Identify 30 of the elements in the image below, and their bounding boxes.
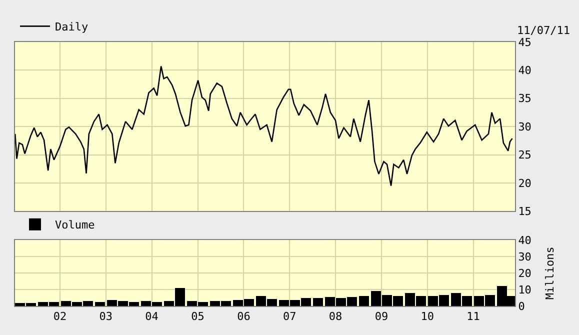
y-tick-label: 10 xyxy=(518,283,532,296)
x-tick-label: 03 xyxy=(99,310,113,324)
y-tick-label: 30 xyxy=(518,120,532,134)
x-tick-label: 02 xyxy=(53,310,67,324)
y-tick-label: 0 xyxy=(518,300,525,313)
y-tick-label: 20 xyxy=(518,266,532,280)
y-tick-label: 35 xyxy=(518,92,532,106)
bar xyxy=(313,298,323,306)
x-tick-label: 05 xyxy=(191,310,204,324)
x-tick-label: 06 xyxy=(237,310,250,324)
bar xyxy=(95,302,105,306)
y-tick-label: 30 xyxy=(518,250,532,264)
y-tick-label: 20 xyxy=(518,176,532,190)
y-tick-label: 25 xyxy=(518,148,532,162)
legend-label: Daily xyxy=(55,20,88,34)
x-tick-label: 09 xyxy=(374,310,388,324)
y-axis-title: Millions xyxy=(544,246,557,300)
x-tick-label: 07 xyxy=(282,310,296,324)
y-tick-label: 15 xyxy=(518,205,532,218)
x-tick-label: 08 xyxy=(328,310,342,324)
y-tick-label: 45 xyxy=(518,36,532,49)
bar xyxy=(359,296,369,306)
x-tick-label: 10 xyxy=(420,310,434,324)
legend-label: Volume xyxy=(55,218,95,232)
y-tick-label: 40 xyxy=(518,64,532,78)
line-series xyxy=(15,66,513,186)
x-tick-label: 11 xyxy=(466,310,480,324)
text: 11/07/11 xyxy=(517,24,570,37)
x-tick-label: 04 xyxy=(145,310,159,324)
y-tick-label: 40 xyxy=(518,234,532,248)
